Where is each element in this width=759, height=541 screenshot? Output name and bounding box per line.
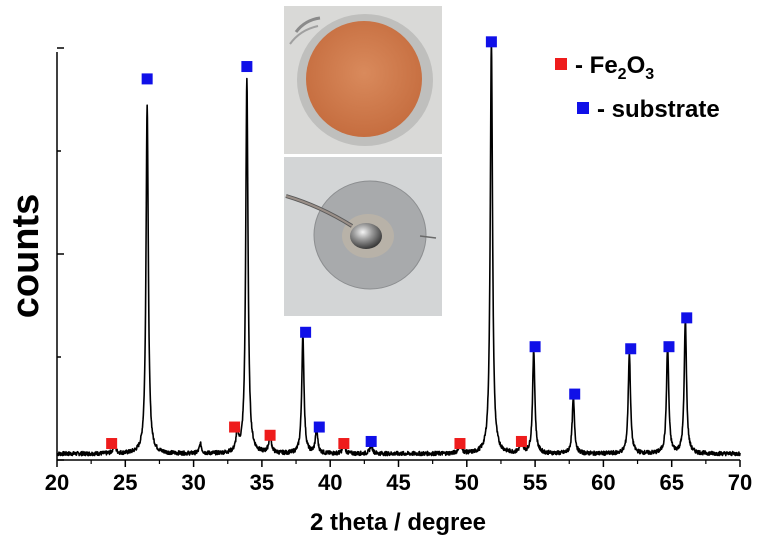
marker-substrate [141, 73, 153, 85]
inset-photo-bottom [284, 157, 442, 316]
marker-substrate [681, 312, 693, 324]
marker-substrate [663, 341, 675, 353]
marker-substrate [625, 343, 637, 355]
legend: - Fe2O3 - substrate [555, 52, 720, 123]
y-ticks [57, 47, 64, 461]
marker-fe2o3 [515, 435, 527, 447]
x-tick-labels: 20 25 30 35 40 45 50 55 60 65 70 [45, 470, 752, 495]
marker-fe2o3 [454, 438, 466, 450]
legend-label-fe2o3: - Fe2O3 [575, 52, 654, 83]
marker-substrate [365, 435, 377, 447]
x-tick-label-40: 40 [318, 470, 342, 495]
x-tick-label-35: 35 [250, 470, 274, 495]
marker-substrate [569, 388, 581, 400]
inset-photo-top [284, 6, 442, 154]
x-tick-label-55: 55 [523, 470, 547, 495]
legend-label-substrate: - substrate [597, 96, 720, 123]
x-tick-label-60: 60 [591, 470, 615, 495]
x-tick-label-70: 70 [728, 470, 752, 495]
x-ticks [56, 460, 741, 467]
x-axis-title: 2 theta / degree [310, 509, 486, 536]
x-tick-label-20: 20 [45, 470, 69, 495]
legend-swatch-substrate [577, 102, 589, 114]
x-tick-label-50: 50 [455, 470, 479, 495]
marker-fe2o3 [229, 421, 241, 433]
x-tick-label-45: 45 [386, 470, 410, 495]
x-tick-label-65: 65 [659, 470, 683, 495]
marker-substrate [529, 341, 541, 353]
marker-substrate [241, 61, 253, 73]
xrd-pattern-line [56, 39, 741, 457]
x-tick-label-30: 30 [181, 470, 205, 495]
marker-substrate [300, 326, 312, 338]
marker-substrate [313, 421, 325, 433]
marker-fe2o3 [106, 438, 118, 450]
y-axis-title: counts [5, 194, 47, 319]
legend-swatch-fe2o3 [555, 58, 567, 70]
marker-substrate [485, 36, 497, 48]
marker-fe2o3 [264, 429, 276, 441]
marker-fe2o3 [338, 438, 350, 450]
x-tick-label-25: 25 [113, 470, 137, 495]
peak-markers [106, 36, 693, 450]
